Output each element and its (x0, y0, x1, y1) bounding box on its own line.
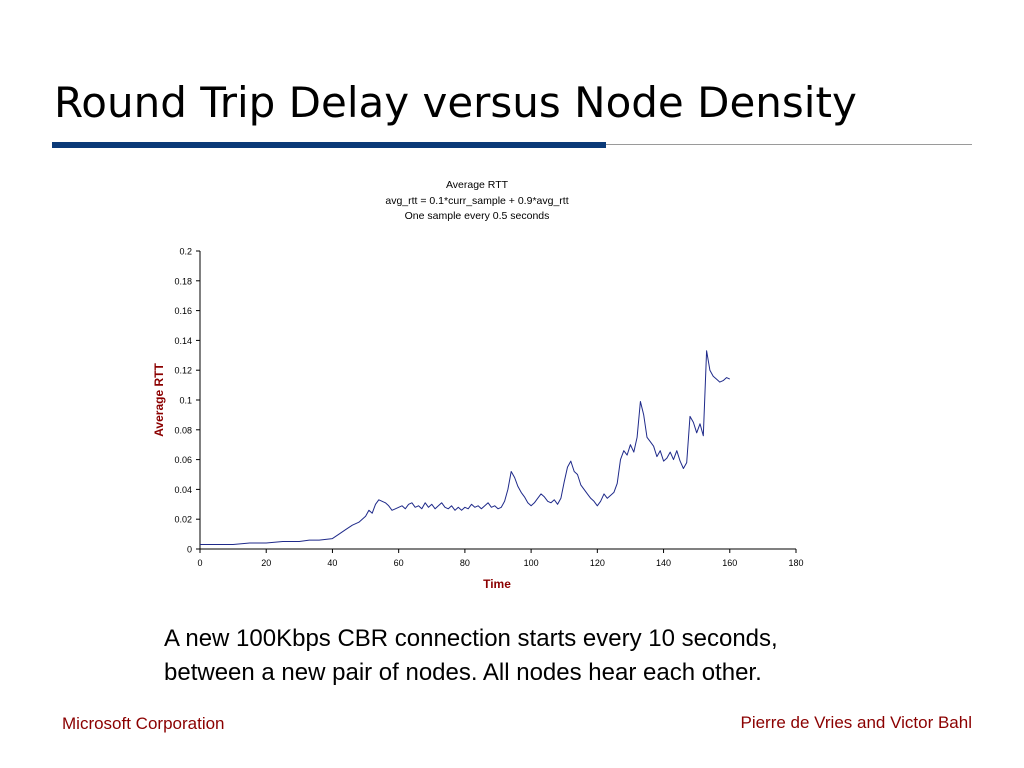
x-tick-label: 40 (327, 558, 337, 568)
series-line-average-rtt (200, 350, 731, 545)
y-tick-label: 0.02 (174, 515, 192, 525)
x-tick-label: 20 (261, 558, 271, 568)
y-axis-label: Average RTT (152, 363, 166, 437)
title-rule-thick (52, 142, 606, 148)
y-tick-label: 0.04 (174, 485, 192, 495)
y-tick-label: 0.08 (174, 425, 192, 435)
footer-authors: Pierre de Vries and Victor Bahl (740, 713, 972, 732)
footer-company: Microsoft Corporation (62, 714, 225, 733)
chart-title-line-2: avg_rtt = 0.1*curr_sample + 0.9*avg_rtt (385, 195, 568, 207)
caption-line-1: A new 100Kbps CBR connection starts ever… (164, 625, 778, 652)
chart-axes (199, 251, 796, 550)
y-tick-label: 0.06 (174, 455, 192, 465)
slide-caption: A new 100Kbps CBR connection starts ever… (164, 622, 924, 690)
x-tick-label: 140 (656, 558, 671, 568)
y-tick-label: 0.2 (179, 247, 192, 257)
x-tick-label: 100 (524, 558, 539, 568)
x-tick-label: 0 (197, 558, 202, 568)
y-tick-label: 0.1 (179, 396, 192, 406)
y-tick-label: 0.16 (174, 306, 192, 316)
x-tick-label: 60 (394, 558, 404, 568)
x-axis-label: Time (483, 577, 511, 591)
caption-line-2: between a new pair of nodes. All nodes h… (164, 659, 762, 686)
title-rule-thin (606, 144, 972, 145)
chart-series (200, 350, 731, 545)
slide-title: Round Trip Delay versus Node Density (54, 78, 857, 127)
y-tick-label: 0.14 (174, 336, 192, 346)
chart-title-line-1: Average RTT (446, 179, 509, 191)
chart-title-line-3: One sample every 0.5 seconds (405, 210, 550, 222)
x-tick-label: 80 (460, 558, 470, 568)
y-tick-label: 0.12 (174, 366, 192, 376)
rtt-line-chart: Average RTT avg_rtt = 0.1*curr_sample + … (152, 179, 804, 591)
chart-ticks: 0 0.02 0.04 0.06 0.08 0.1 0.12 0.14 0.16 0.18 0.2 0… (174, 247, 803, 569)
x-tick-label: 160 (722, 558, 737, 568)
x-tick-label: 180 (788, 558, 803, 568)
y-tick-label: 0.18 (174, 276, 192, 286)
y-tick-label: 0 (187, 545, 192, 555)
x-tick-label: 120 (590, 558, 605, 568)
